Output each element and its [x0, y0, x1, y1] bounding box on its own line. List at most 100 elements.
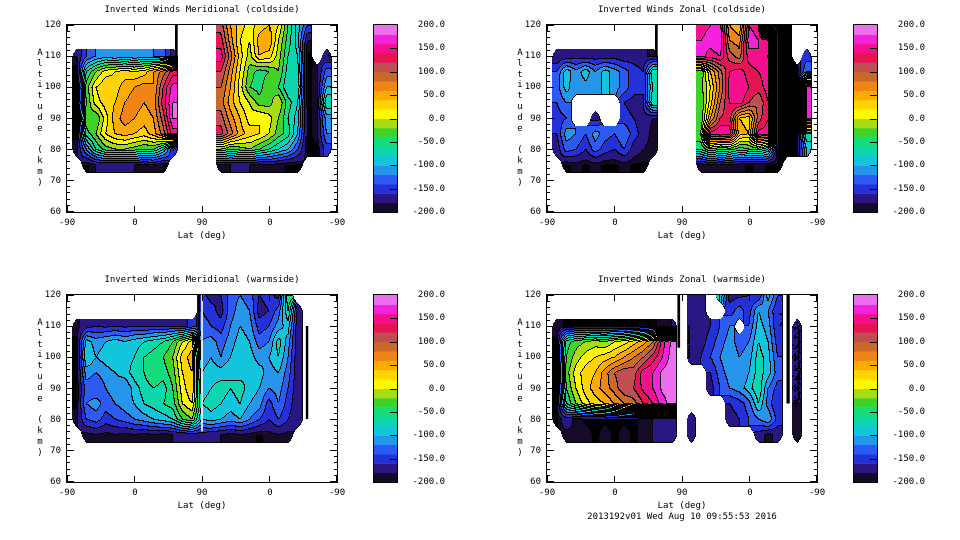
panel-title: Inverted Winds Zonal (warmside) — [598, 275, 766, 285]
colorbar-tick-label: 200.0 — [417, 20, 445, 30]
y-axis-label-char: t — [37, 69, 43, 80]
colorbar-tick-label: -50.0 — [897, 407, 925, 417]
x-tick-label: -90 — [328, 218, 346, 228]
y-tick-label: 100 — [44, 82, 61, 92]
y-axis-label-char: ( — [517, 145, 523, 156]
colorbar-canvas — [853, 24, 878, 213]
y-axis-label-char: u — [517, 101, 523, 112]
x-axis-label: Lat (deg) — [657, 501, 707, 511]
colorbar-tick-label: -200.0 — [892, 207, 925, 217]
colorbar-tick-label: -200.0 — [412, 477, 445, 487]
y-axis-label-char: l — [37, 328, 43, 339]
y-axis-label-char: A — [517, 48, 523, 58]
colorbar-canvas — [373, 24, 398, 213]
x-axis-label: Lat (deg) — [177, 501, 227, 511]
x-tick-label: -90 — [538, 218, 556, 228]
y-axis-label-char: k — [517, 425, 523, 436]
y-tick-label: 110 — [524, 51, 541, 61]
x-tick-label: 0 — [132, 488, 138, 498]
y-axis-label-char: ) — [517, 177, 523, 188]
y-tick-label: 60 — [50, 477, 61, 487]
colorbar-tick-label: 100.0 — [417, 67, 445, 77]
y-axis-label-char: e — [517, 393, 523, 404]
y-axis-label-char: k — [37, 425, 43, 436]
y-axis-label-char: m — [517, 166, 523, 177]
colorbar-tick-label: -100.0 — [892, 160, 925, 170]
y-axis-label-char: u — [37, 101, 43, 112]
colorbar-tick-label: 50.0 — [423, 360, 445, 370]
y-tick-label: 90 — [50, 114, 61, 124]
colorbar-tick-label: -150.0 — [412, 184, 445, 194]
colorbar-tick-label: -200.0 — [412, 207, 445, 217]
y-tick-label: 60 — [50, 207, 61, 217]
colorbar-tick-label: -50.0 — [417, 137, 445, 147]
contour-plot-canvas — [66, 24, 338, 213]
y-axis-label-char: k — [37, 155, 43, 166]
y-axis-label-char: m — [37, 436, 43, 447]
y-axis-label-char: d — [517, 112, 523, 123]
y-tick-label: 80 — [50, 415, 61, 425]
x-tick-label: 90 — [676, 218, 688, 228]
x-tick-label: 0 — [612, 218, 618, 228]
timestamp: 2013192v01 Wed Aug 10 09:55:53 2016 — [587, 512, 777, 522]
y-axis-label-char: ( — [37, 415, 43, 426]
y-tick-label: 120 — [524, 290, 541, 300]
contour-plot-canvas — [546, 294, 818, 483]
y-axis-label-char: A — [37, 48, 43, 58]
y-axis-label-char: m — [517, 436, 523, 447]
y-axis-label-char: i — [517, 350, 523, 361]
panel-title: Inverted Winds Meridional (coldside) — [104, 5, 300, 15]
colorbar-tick-label: 200.0 — [897, 290, 925, 300]
x-tick-label: 0 — [612, 488, 618, 498]
y-axis-label-char: e — [37, 393, 43, 404]
y-axis-label-char: t — [37, 91, 43, 102]
colorbar-tick-label: -150.0 — [412, 454, 445, 464]
contour-plot-canvas — [66, 294, 338, 483]
colorbar-tick-label: 100.0 — [417, 337, 445, 347]
y-tick-label: 90 — [50, 384, 61, 394]
y-tick-label: 70 — [530, 446, 541, 456]
y-axis-label-char: ( — [37, 145, 43, 156]
y-axis-label-char: l — [517, 58, 523, 69]
y-tick-label: 60 — [530, 477, 541, 487]
y-axis-label-char: t — [37, 339, 43, 350]
x-tick-label: -90 — [808, 488, 826, 498]
y-axis-label-char — [515, 404, 525, 415]
y-axis-label-char: e — [37, 123, 43, 134]
x-tick-label: -90 — [808, 218, 826, 228]
y-tick-label: 80 — [530, 145, 541, 155]
y-axis-label-char: ) — [37, 447, 43, 458]
y-tick-label: 70 — [530, 176, 541, 186]
y-axis-label-char: t — [517, 361, 523, 372]
y-axis-label-char: i — [37, 350, 43, 361]
y-tick-label: 100 — [524, 352, 541, 362]
colorbar-tick-label: -200.0 — [892, 477, 925, 487]
x-tick-label: -90 — [58, 488, 76, 498]
colorbar-tick-label: 0.0 — [908, 114, 925, 124]
y-axis-label-char: t — [517, 339, 523, 350]
y-tick-label: 110 — [524, 321, 541, 331]
colorbar-canvas — [373, 294, 398, 483]
colorbar-tick-label: 100.0 — [897, 337, 925, 347]
y-tick-label: 90 — [530, 114, 541, 124]
x-tick-label: 90 — [676, 488, 688, 498]
colorbar-tick-label: 200.0 — [417, 290, 445, 300]
x-tick-label: 90 — [196, 488, 208, 498]
x-tick-label: 0 — [747, 488, 753, 498]
y-tick-label: 80 — [50, 145, 61, 155]
colorbar-tick-label: -50.0 — [417, 407, 445, 417]
y-axis-label-char: t — [517, 91, 523, 102]
y-axis-label-char: l — [37, 58, 43, 69]
colorbar-tick-label: 150.0 — [417, 43, 445, 53]
y-axis-label-char: u — [517, 371, 523, 382]
y-axis-label-char: e — [517, 123, 523, 134]
contour-plot-canvas — [546, 24, 818, 213]
panel-title: Inverted Winds Zonal (coldside) — [598, 5, 766, 15]
y-axis-label-char: u — [37, 371, 43, 382]
y-axis-label-char: t — [37, 361, 43, 372]
y-tick-label: 70 — [50, 176, 61, 186]
y-tick-label: 120 — [44, 20, 61, 30]
y-axis-label-char — [35, 404, 45, 415]
